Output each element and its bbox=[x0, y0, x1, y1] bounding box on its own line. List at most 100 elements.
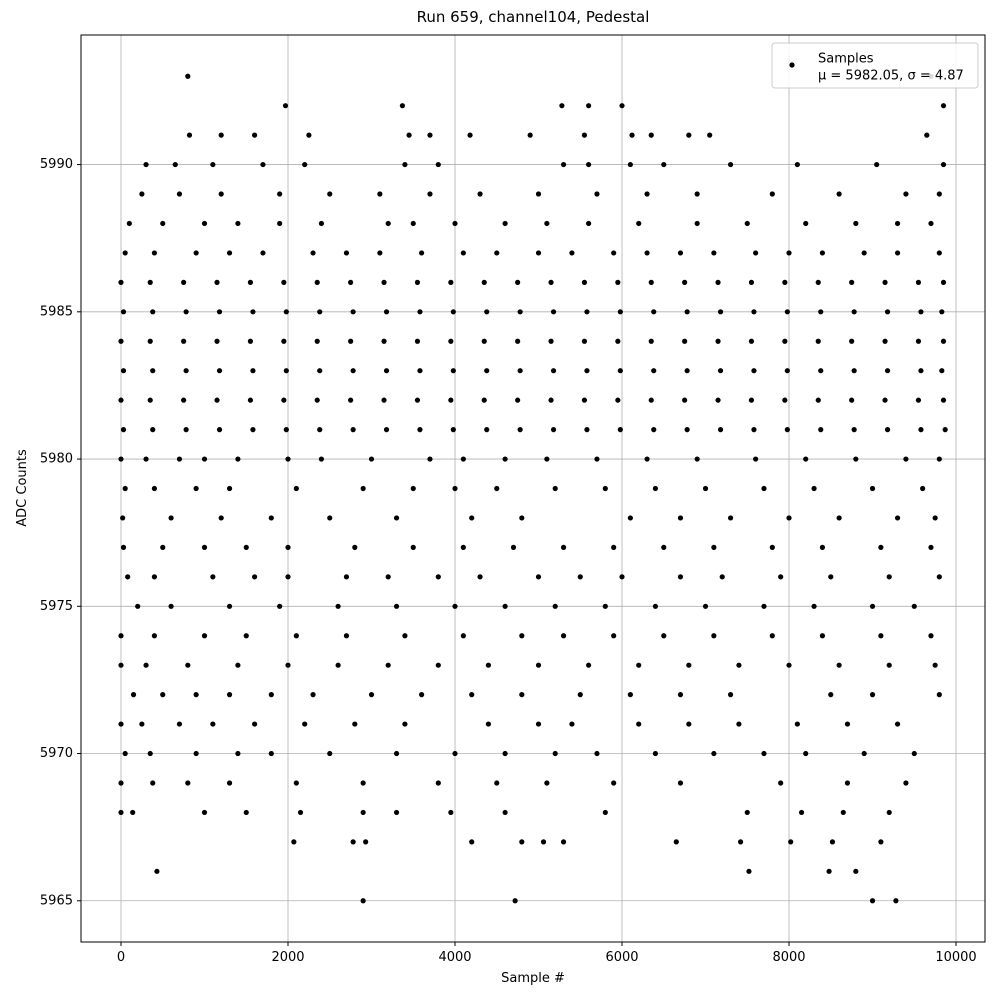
point bbox=[427, 456, 433, 462]
point bbox=[936, 191, 942, 197]
point bbox=[569, 250, 575, 256]
point bbox=[602, 603, 608, 609]
point bbox=[383, 427, 390, 433]
point bbox=[786, 250, 792, 256]
y-tick-label: 5980 bbox=[40, 452, 73, 467]
point bbox=[648, 279, 654, 285]
point bbox=[920, 485, 926, 492]
point bbox=[448, 279, 454, 285]
point bbox=[746, 868, 752, 874]
point bbox=[861, 750, 867, 757]
point bbox=[682, 279, 688, 285]
point bbox=[260, 250, 266, 256]
point bbox=[882, 338, 888, 344]
point bbox=[460, 456, 466, 462]
point bbox=[435, 780, 441, 786]
point bbox=[894, 515, 901, 521]
point bbox=[617, 309, 623, 315]
point bbox=[711, 250, 717, 256]
point bbox=[460, 250, 466, 256]
point bbox=[717, 368, 724, 374]
point bbox=[494, 780, 500, 786]
point bbox=[126, 220, 132, 227]
point bbox=[748, 397, 755, 403]
chart-title: Run 659, channel104, Pedestal bbox=[417, 8, 650, 26]
point bbox=[527, 132, 533, 138]
point bbox=[559, 103, 565, 109]
point bbox=[903, 456, 909, 462]
point bbox=[715, 279, 721, 285]
y-tick-label: 5990 bbox=[40, 157, 73, 172]
points bbox=[118, 73, 948, 904]
point bbox=[853, 868, 859, 874]
point bbox=[226, 485, 233, 492]
point bbox=[911, 603, 917, 609]
point bbox=[535, 574, 542, 580]
point bbox=[869, 898, 876, 904]
point bbox=[803, 750, 809, 757]
point bbox=[297, 809, 304, 816]
point bbox=[682, 338, 688, 344]
point bbox=[350, 839, 356, 845]
x-tick-label: 4000 bbox=[438, 950, 471, 965]
point bbox=[383, 368, 390, 374]
point bbox=[118, 456, 124, 462]
point bbox=[150, 427, 156, 433]
point bbox=[452, 220, 458, 227]
point bbox=[788, 839, 794, 845]
point bbox=[512, 898, 518, 904]
point bbox=[176, 191, 183, 197]
point bbox=[143, 161, 149, 168]
point bbox=[118, 279, 124, 285]
point bbox=[285, 456, 291, 462]
point bbox=[535, 662, 542, 668]
point bbox=[894, 250, 901, 256]
point bbox=[673, 839, 679, 845]
point bbox=[268, 692, 274, 698]
legend-box bbox=[771, 42, 979, 89]
point bbox=[936, 456, 942, 462]
point bbox=[410, 485, 416, 492]
point bbox=[417, 368, 423, 374]
point bbox=[293, 780, 299, 786]
point bbox=[335, 603, 341, 609]
point bbox=[694, 456, 700, 462]
point bbox=[784, 368, 790, 374]
point bbox=[815, 338, 821, 344]
point bbox=[893, 898, 899, 904]
point bbox=[181, 279, 187, 285]
point bbox=[368, 456, 375, 462]
point bbox=[460, 544, 466, 550]
point bbox=[737, 839, 744, 845]
point bbox=[348, 397, 354, 403]
point bbox=[130, 692, 137, 698]
point bbox=[250, 427, 256, 433]
point bbox=[815, 279, 821, 285]
point bbox=[684, 427, 690, 433]
point bbox=[940, 397, 947, 403]
point bbox=[894, 220, 901, 227]
point bbox=[494, 485, 500, 492]
point bbox=[120, 427, 127, 433]
point bbox=[778, 780, 784, 786]
point bbox=[477, 191, 483, 197]
point bbox=[882, 397, 888, 403]
point bbox=[619, 103, 625, 109]
point bbox=[884, 309, 891, 315]
point bbox=[761, 485, 767, 492]
point bbox=[283, 427, 289, 433]
point bbox=[540, 839, 547, 845]
point bbox=[786, 662, 792, 668]
point bbox=[519, 515, 525, 521]
point bbox=[903, 780, 909, 786]
legend-note: μ = 5982.05, σ = 4.87 bbox=[818, 69, 964, 84]
point bbox=[218, 515, 224, 521]
point bbox=[393, 809, 400, 816]
point bbox=[327, 191, 333, 197]
point bbox=[122, 485, 128, 492]
point bbox=[448, 397, 454, 403]
point bbox=[310, 692, 316, 698]
point bbox=[467, 132, 473, 138]
point bbox=[727, 161, 734, 168]
point bbox=[120, 544, 127, 550]
